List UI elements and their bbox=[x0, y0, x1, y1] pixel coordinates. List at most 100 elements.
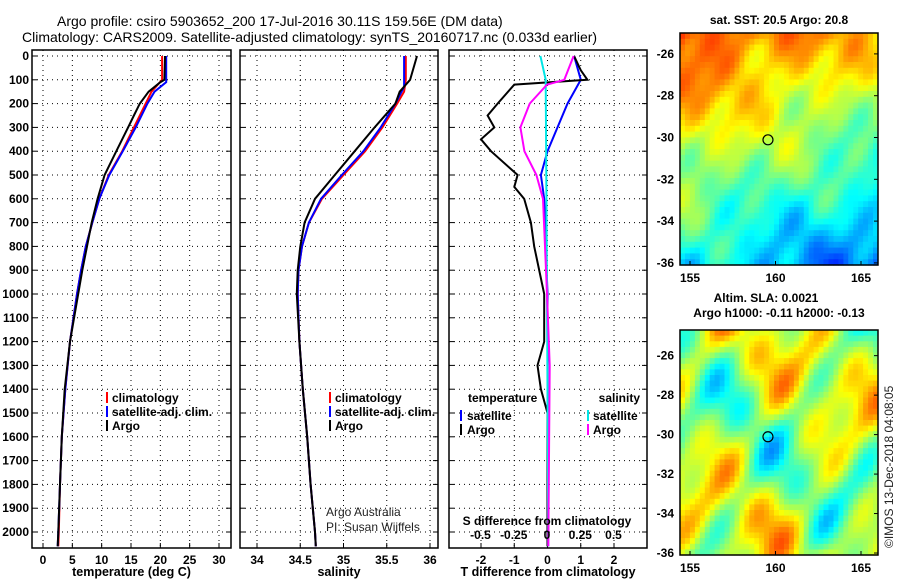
map-cell bbox=[779, 476, 785, 483]
map-cell bbox=[749, 358, 755, 365]
map-cell bbox=[808, 481, 815, 489]
map-cell bbox=[744, 420, 750, 427]
map-cell bbox=[808, 120, 815, 127]
map-cell bbox=[719, 212, 726, 220]
map-cell bbox=[749, 212, 755, 220]
map-cell bbox=[764, 346, 770, 354]
map-cell bbox=[798, 91, 805, 98]
map-cell bbox=[734, 253, 740, 260]
map-cell bbox=[694, 131, 701, 138]
map-cell bbox=[784, 363, 790, 370]
map-cell bbox=[689, 189, 696, 196]
map-cell bbox=[853, 369, 859, 376]
map-cell bbox=[823, 253, 829, 260]
map-cell bbox=[769, 420, 775, 427]
map-cell bbox=[734, 230, 740, 237]
map-cell bbox=[793, 62, 800, 69]
map-cell bbox=[719, 224, 726, 231]
map-cell bbox=[699, 108, 706, 115]
map-cell bbox=[873, 236, 879, 243]
map-cell bbox=[808, 91, 815, 98]
map-cell bbox=[803, 481, 810, 489]
map-cell bbox=[843, 363, 849, 370]
map-cell bbox=[828, 498, 834, 505]
map-cell bbox=[828, 183, 834, 191]
map-cell bbox=[868, 380, 874, 387]
map-cell bbox=[764, 493, 770, 500]
map-cell bbox=[689, 391, 696, 399]
map-cell bbox=[803, 212, 810, 220]
map-cell bbox=[729, 62, 735, 69]
map-cell bbox=[779, 236, 785, 243]
map-cell bbox=[754, 62, 760, 69]
map-cell bbox=[724, 543, 730, 550]
map-cell bbox=[685, 391, 691, 399]
map-cell bbox=[803, 230, 810, 237]
map-cell bbox=[823, 493, 829, 500]
map-cell bbox=[863, 236, 869, 243]
map-cell bbox=[863, 50, 869, 57]
map-cell bbox=[793, 442, 800, 449]
x-tick-label: 35.5 bbox=[375, 553, 399, 567]
map-cell bbox=[694, 178, 701, 185]
map-cell bbox=[798, 207, 805, 214]
map-cell bbox=[719, 108, 726, 115]
map-cell bbox=[744, 96, 750, 104]
map-cell bbox=[863, 166, 869, 173]
map-cell bbox=[843, 247, 849, 254]
map-cell bbox=[873, 498, 879, 505]
map-cell bbox=[734, 403, 740, 410]
map-cell bbox=[833, 330, 839, 337]
map-cell bbox=[699, 504, 706, 511]
map-cell bbox=[680, 201, 686, 208]
map-cell bbox=[833, 154, 839, 162]
map-cell bbox=[798, 212, 805, 220]
map-cell bbox=[694, 230, 701, 237]
map-cell bbox=[759, 414, 765, 421]
map-cell bbox=[838, 108, 844, 115]
map-cell bbox=[709, 538, 716, 545]
map-cell bbox=[863, 420, 869, 427]
map-cell bbox=[744, 448, 750, 455]
map-cell bbox=[734, 543, 740, 550]
map-cell bbox=[709, 465, 716, 472]
map-cell bbox=[769, 218, 775, 225]
map-cell bbox=[769, 178, 775, 185]
map-cell bbox=[863, 538, 869, 545]
map-cell bbox=[759, 521, 765, 528]
map-cell bbox=[808, 73, 815, 80]
lat-tick-label: -28 bbox=[657, 89, 675, 103]
map-cell bbox=[868, 172, 874, 179]
map-cell bbox=[714, 549, 721, 556]
map-cell bbox=[694, 56, 701, 63]
map-cell bbox=[828, 408, 834, 415]
map-cell bbox=[754, 341, 760, 348]
map-cell bbox=[843, 253, 849, 260]
map-cell bbox=[823, 538, 829, 545]
map-cell bbox=[818, 195, 825, 202]
map-cell bbox=[863, 137, 869, 144]
map-cell bbox=[685, 172, 691, 179]
map-cell bbox=[813, 195, 820, 202]
map-cell bbox=[764, 431, 770, 438]
map-cell bbox=[788, 504, 795, 511]
y-tick-label: 0 bbox=[22, 49, 29, 63]
map-cell bbox=[779, 91, 785, 98]
map-cell bbox=[788, 56, 795, 63]
map-cell bbox=[798, 160, 805, 167]
map-cell bbox=[694, 335, 701, 342]
map-cell bbox=[868, 149, 874, 156]
map-cell bbox=[823, 330, 829, 337]
map-cell bbox=[779, 532, 785, 539]
map-cell bbox=[813, 510, 820, 517]
map-cell bbox=[853, 459, 859, 466]
map-cell bbox=[784, 504, 790, 511]
map-cell bbox=[793, 230, 800, 237]
map-cell bbox=[729, 414, 735, 421]
map-cell bbox=[838, 493, 844, 500]
map-cell bbox=[714, 201, 721, 208]
credit-line-2: PI: Susan Wijffels bbox=[326, 520, 420, 534]
map-cell bbox=[838, 212, 844, 220]
map-cell bbox=[709, 143, 716, 150]
map-cell bbox=[813, 247, 820, 254]
